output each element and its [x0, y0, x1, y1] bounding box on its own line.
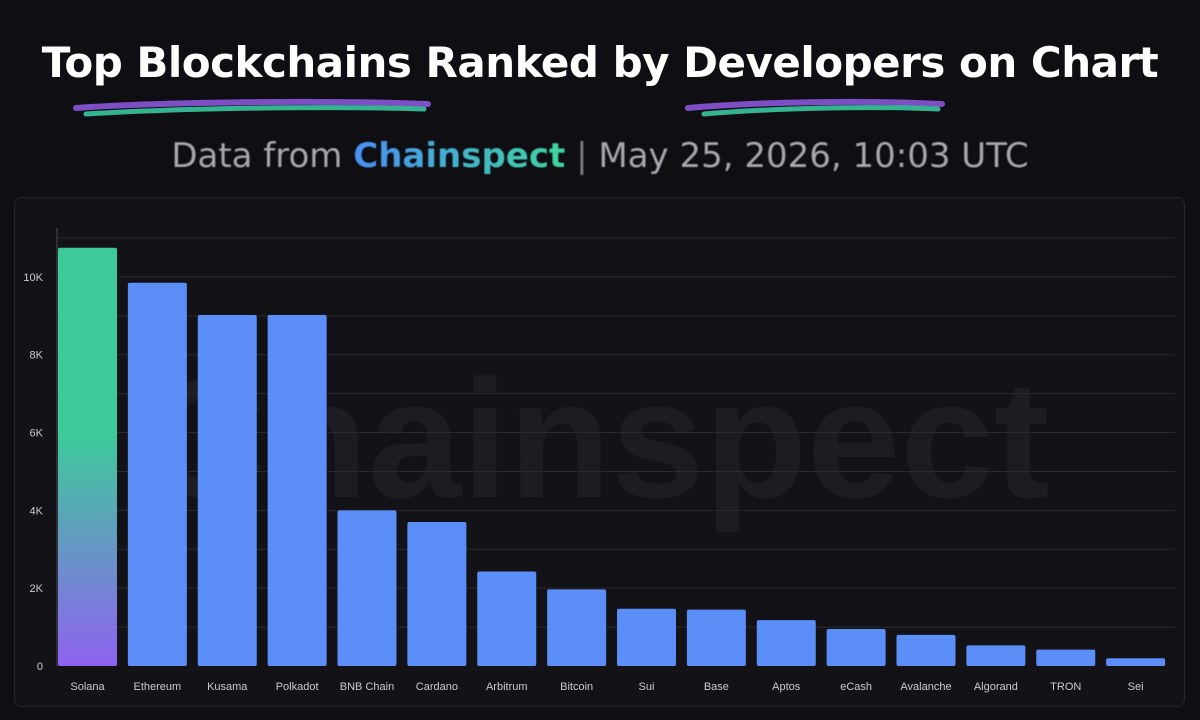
bar: [896, 634, 956, 666]
subtitle-brand: Chainspect: [353, 136, 566, 176]
bar: [686, 609, 746, 666]
title-underline-right: [685, 98, 945, 117]
y-tick-label: 4K: [30, 505, 44, 517]
y-tick-label: 2K: [30, 583, 44, 595]
subtitle-prefix: Data from: [171, 136, 343, 176]
bar: [127, 282, 187, 666]
x-tick-label: BNB Chain: [340, 681, 394, 693]
chart-subtitle: Data from Chainspect | May 25, 2026, 10:…: [0, 136, 1200, 176]
x-tick-label: Avalanche: [900, 681, 951, 693]
subtitle-separator: |: [576, 136, 588, 176]
x-tick-label: Solana: [70, 681, 105, 693]
chart-title: Top Blockchains Ranked by Developers on …: [41, 38, 1159, 87]
y-tick-label: 0: [37, 661, 43, 673]
bar: [267, 315, 327, 666]
bar: [407, 522, 467, 666]
title-underline-left: [73, 98, 431, 117]
x-tick-label: Aptos: [772, 681, 801, 693]
bar: [1106, 658, 1166, 666]
bar: [547, 589, 607, 666]
bar: [58, 247, 117, 666]
x-tick-label: Ethereum: [134, 681, 182, 693]
x-tick-label: Algorand: [974, 681, 1018, 693]
x-tick-label: Base: [704, 681, 729, 693]
bar: [337, 510, 397, 666]
x-tick-label: Kusama: [207, 681, 248, 693]
x-tick-label: Arbitrum: [486, 681, 528, 693]
y-tick-label: 8K: [30, 350, 44, 362]
bar: [477, 571, 537, 666]
x-tick-label: Sui: [639, 681, 655, 693]
bar: [197, 315, 257, 666]
bar: [617, 608, 676, 666]
x-tick-label: eCash: [840, 681, 872, 693]
y-tick-label: 10K: [23, 272, 43, 284]
x-tick-label: Cardano: [416, 681, 458, 693]
bar: [966, 645, 1026, 666]
x-tick-label: Bitcoin: [560, 681, 593, 693]
x-tick-label: Sei: [1128, 681, 1144, 693]
subtitle-date: May 25, 2026, 10:03 UTC: [598, 136, 1029, 176]
bar: [826, 629, 886, 666]
y-tick-label: 6K: [30, 428, 44, 440]
x-tick-label: TRON: [1050, 681, 1081, 693]
bar: [1036, 649, 1096, 666]
bar: [756, 620, 816, 666]
x-tick-label: Polkadot: [276, 681, 319, 693]
